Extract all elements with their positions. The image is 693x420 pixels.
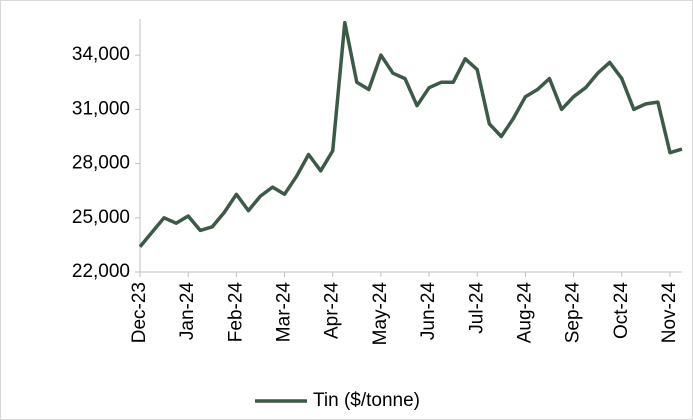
x-tick-label: Jul-24 (466, 282, 487, 334)
y-tick-label: 34,000 (72, 44, 130, 65)
line (138, 20, 683, 248)
y-tick-label: 28,000 (72, 153, 130, 174)
legend-label: Tin ($/tonne) (313, 390, 420, 411)
x-tick-label: Jun-24 (418, 282, 439, 341)
x-tick-label: Apr-24 (322, 282, 343, 339)
x-tick-label: Oct-24 (611, 282, 632, 339)
x-tick-label: Feb-24 (225, 282, 246, 343)
x-tick-label: Dec-23 (129, 282, 150, 343)
x-tick-label: Jan-24 (177, 282, 198, 341)
x-tick-label: Nov-24 (659, 282, 680, 344)
x-tick-label: Sep-24 (563, 282, 584, 344)
y-tick-label: 25,000 (72, 207, 130, 228)
y-tick-label: 31,000 (72, 98, 130, 119)
x-tick-label: Aug-24 (514, 282, 535, 344)
y-tick-label: 22,000 (72, 261, 130, 282)
x-tick-label: May-24 (370, 282, 391, 346)
x-tick-label: Mar-24 (274, 282, 295, 343)
